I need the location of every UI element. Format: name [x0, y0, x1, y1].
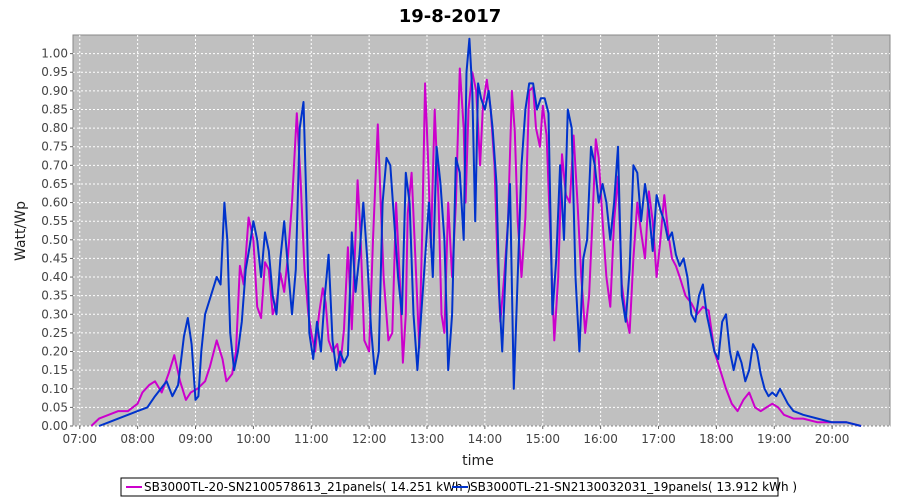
- x-tick-label: 13:00: [410, 432, 445, 446]
- y-tick-label: 0.90: [41, 84, 68, 98]
- y-tick-label: 0.30: [41, 307, 68, 321]
- y-tick-label: 0.95: [41, 65, 68, 79]
- y-tick-label: 0.80: [41, 121, 68, 135]
- y-tick-label: 0.60: [41, 196, 68, 210]
- series-line-1: [90, 67, 862, 427]
- legend-label-series-2: SB3000TL-21-SN2130032031_19panels( 13.91…: [470, 480, 797, 494]
- x-tick-label: 15:00: [525, 432, 560, 446]
- chart-title: 19-8-2017: [399, 6, 502, 27]
- x-tick-label: 12:00: [352, 432, 387, 446]
- x-tick-label: 18:00: [699, 432, 734, 446]
- plot-area: [72, 34, 891, 427]
- y-tick-label: 1.00: [41, 47, 68, 61]
- legend: SB3000TL-20-SN2100578613_21panels( 14.25…: [120, 477, 797, 497]
- x-tick-label: 07:00: [62, 432, 97, 446]
- y-tick-label: 0.55: [41, 214, 68, 228]
- grid-lines: [73, 35, 890, 427]
- x-tick-label: 11:00: [294, 432, 329, 446]
- legend-label-series-1: SB3000TL-20-SN2100578613_21panels( 14.25…: [144, 480, 471, 494]
- y-tick-label: 0.15: [41, 363, 68, 377]
- y-tick-label: 0.10: [41, 382, 68, 396]
- y-tick-label: 0.85: [41, 102, 68, 116]
- y-tick-label: 0.65: [41, 177, 68, 191]
- y-tick-label: 0.00: [41, 419, 68, 433]
- x-tick-label: 20:00: [815, 432, 850, 446]
- x-tick-label: 09:00: [178, 432, 213, 446]
- x-tick-label: 16:00: [583, 432, 618, 446]
- x-tick-label: 19:00: [757, 432, 792, 446]
- y-tick-label: 0.50: [41, 233, 68, 247]
- x-axis-title: time: [462, 453, 494, 469]
- y-tick-label: 0.25: [41, 326, 68, 340]
- x-tick-label: 10:00: [236, 432, 271, 446]
- y-axis-title: Watt/Wp: [13, 201, 29, 261]
- series-line-2: [98, 37, 862, 427]
- y-tick-label: 0.35: [41, 289, 68, 303]
- y-tick-label: 0.70: [41, 158, 68, 172]
- x-axis: 07:00 08:00 09:00 10:00 11:00 12:00 13:00 14:00…: [62, 426, 849, 446]
- series-lines: [90, 37, 862, 427]
- y-tick-label: 0.40: [41, 270, 68, 284]
- y-tick-label: 0.45: [41, 251, 68, 265]
- x-tick-label: 08:00: [120, 432, 155, 446]
- y-tick-label: 0.05: [41, 400, 68, 414]
- y-tick-label: 0.75: [41, 140, 68, 154]
- legend-box: [120, 477, 779, 497]
- y-axis: 0.00 0.05 0.10 0.15 0.20 0.25 0.30 0.35 0.40 0.45…: [41, 47, 73, 433]
- y-tick-label: 0.20: [41, 345, 68, 359]
- x-tick-label: 17:00: [641, 432, 676, 446]
- x-tick-label: 14:00: [468, 432, 503, 446]
